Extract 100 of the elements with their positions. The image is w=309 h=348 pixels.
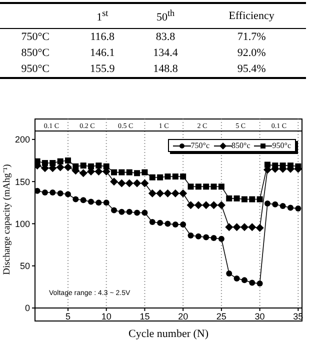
point [126, 208, 132, 215]
point [171, 189, 180, 198]
text: 116.8 [90, 30, 115, 43]
point [249, 196, 256, 202]
point [226, 270, 232, 276]
point [149, 174, 156, 180]
point [256, 196, 263, 202]
point [179, 189, 188, 198]
point [157, 174, 164, 180]
point [42, 190, 48, 196]
point [42, 160, 48, 166]
point [57, 190, 64, 196]
text: 148.8 [153, 62, 178, 75]
point [96, 200, 102, 206]
legend-label: 950°c [272, 141, 291, 150]
point [232, 223, 241, 232]
point [142, 169, 148, 176]
point [172, 222, 178, 228]
point [234, 195, 240, 202]
category-label: 950°C [21, 62, 50, 75]
point [57, 158, 64, 164]
point [79, 169, 88, 178]
point [96, 162, 102, 169]
point [64, 163, 72, 172]
point [103, 163, 110, 170]
point [118, 169, 125, 176]
point [140, 179, 149, 188]
point [225, 223, 234, 232]
point [186, 201, 195, 210]
legend-label: 850°c [232, 141, 250, 150]
point [88, 198, 94, 205]
point [241, 277, 248, 284]
point [157, 220, 164, 226]
point [111, 169, 118, 176]
text: 146.1 [90, 46, 115, 59]
point [272, 201, 278, 208]
point [118, 208, 125, 215]
point [256, 280, 263, 287]
point [133, 179, 142, 188]
x-tick-label: 10 [101, 311, 112, 322]
point [35, 158, 40, 164]
point [272, 162, 278, 169]
point [195, 233, 202, 240]
point [295, 206, 302, 212]
point [226, 195, 232, 202]
point [210, 184, 217, 190]
x-tick-label: 5 [65, 311, 70, 322]
point [56, 163, 64, 172]
point [218, 236, 224, 242]
text: 92.0% [237, 46, 266, 59]
category-label: 750°C [21, 30, 50, 43]
point [217, 201, 226, 210]
point [202, 201, 210, 210]
point [164, 220, 171, 227]
x-tick-label: 30 [254, 311, 265, 322]
point [103, 200, 110, 206]
point [264, 162, 270, 168]
point [164, 189, 172, 198]
y-tick-label: 50 [20, 261, 30, 272]
point [35, 188, 40, 194]
point [110, 178, 118, 186]
point [125, 179, 134, 188]
point [142, 210, 148, 216]
y-tick-label: 0 [24, 303, 30, 314]
point [50, 160, 56, 166]
point [50, 190, 56, 196]
y-tick-label: 150 [14, 176, 30, 187]
point [72, 196, 79, 202]
y-tick-label: 100 [14, 218, 30, 229]
point [118, 179, 126, 188]
point [148, 189, 156, 198]
point [218, 184, 224, 190]
point [88, 163, 94, 170]
point [64, 191, 71, 198]
category-label: Efficiency [197, 3, 306, 28]
point [256, 224, 264, 232]
point [172, 174, 178, 180]
point [203, 234, 210, 240]
point [264, 200, 270, 206]
point [156, 189, 164, 198]
point [80, 197, 86, 204]
category-label: 1$^{st}$ [70, 3, 134, 28]
x-tick-label: 15 [140, 311, 150, 322]
y-tick-label: 200 [14, 134, 30, 145]
text: 83.8 [156, 30, 176, 43]
point [188, 232, 194, 239]
text: 95.4% [237, 62, 266, 75]
point [180, 222, 186, 228]
y-axis-title: Discharge capacity (mAhg⁻¹) [2, 164, 12, 275]
x-tick-label: 20 [178, 311, 188, 322]
point [180, 174, 186, 180]
point [134, 170, 140, 176]
text: 134.4 [153, 46, 178, 59]
point [134, 210, 140, 216]
point [164, 174, 171, 180]
point [248, 223, 256, 232]
legend-label: 750°c [190, 141, 210, 150]
category-label: 850°C [21, 46, 50, 59]
point [210, 201, 218, 210]
point [210, 235, 217, 242]
